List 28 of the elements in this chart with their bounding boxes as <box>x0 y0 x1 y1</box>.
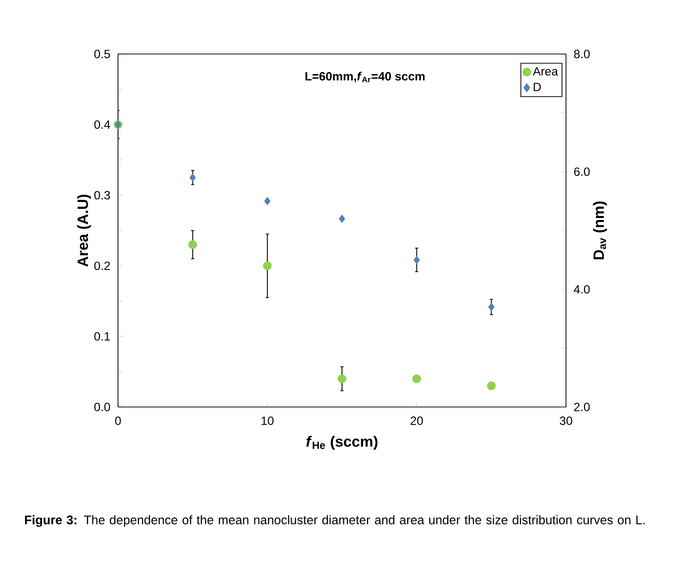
y2-tick-label: 4.0 <box>574 285 590 294</box>
point <box>338 374 346 384</box>
y-tick-label: 0.0 <box>94 402 110 412</box>
y2-tick-label: 8.0 <box>574 50 590 58</box>
y-axis-title: Area (A.U) <box>77 194 92 267</box>
point <box>188 240 198 250</box>
y2-tick-label: 2.0 <box>574 402 590 412</box>
annotation: L=60mm,f$_{Ar}$=40 sccm <box>305 72 425 82</box>
y-tick-label: 0.3 <box>94 190 110 200</box>
x-tick-label: 10 <box>262 416 274 425</box>
y-tick-label: 0.1 <box>94 332 110 341</box>
point <box>338 214 346 223</box>
x-tick-label: 30 <box>560 416 572 425</box>
point <box>486 381 496 390</box>
x-axis-title: f$_{He}$ (sccm) <box>306 436 378 450</box>
point <box>412 374 422 384</box>
legend-label: Area <box>532 67 558 76</box>
y-tick-label: 0.5 <box>94 50 110 58</box>
text: Figure 3: The dependence of the mean nanocluster diameter and area under the size distribution curves on L. <box>25 515 645 527</box>
y2-axis-title: D$_{av}$ (nm) <box>592 202 607 260</box>
x-tick-label: 20 <box>410 416 423 425</box>
y-tick-label: 0.4 <box>94 120 110 129</box>
point <box>264 196 271 206</box>
point <box>262 261 272 270</box>
x-tick-label: 0 <box>115 416 121 425</box>
y2-tick-label: 6.0 <box>574 167 590 176</box>
legend-label: D <box>534 82 541 92</box>
y-tick-label: 0.2 <box>94 262 110 270</box>
